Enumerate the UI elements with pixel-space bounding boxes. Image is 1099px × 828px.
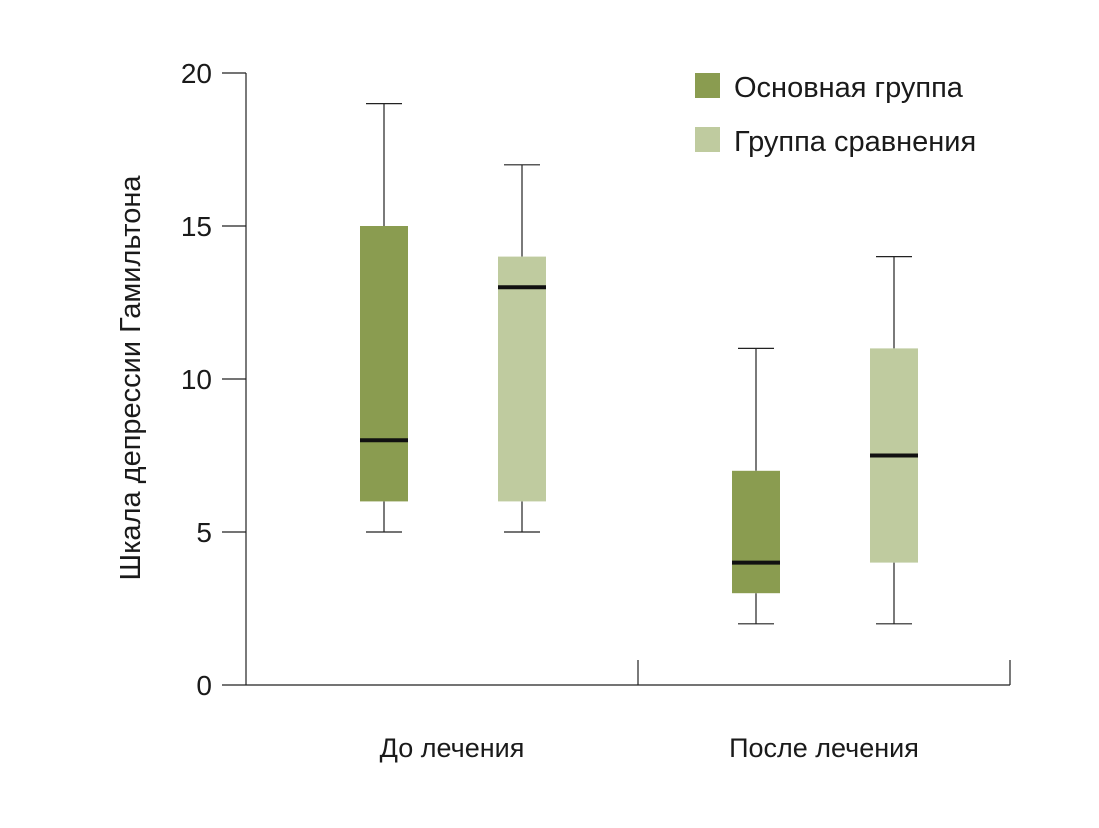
y-tick-label: 20 (181, 58, 212, 89)
iqr-box (498, 256, 546, 502)
y-tick-label: 15 (181, 211, 212, 242)
legend-swatch-main (695, 73, 720, 98)
legend-swatch-comparison (695, 127, 720, 152)
box-main-0 (360, 102, 408, 533)
legend-label-comparison: Группа сравнения (734, 126, 976, 158)
x-category-label-0: До лечения (380, 733, 525, 763)
axes: 0 5 10 15 20 (181, 58, 1011, 701)
y-tick-label: 10 (181, 364, 212, 395)
x-category-label-1: После лечения (729, 733, 919, 763)
box-comparison-0 (498, 164, 546, 533)
y-tick-label: 0 (196, 670, 212, 701)
box-main-1 (732, 347, 780, 625)
box-comparison-1 (870, 256, 918, 625)
legend: Основная группа Группа сравнения (695, 72, 976, 158)
boxes (360, 102, 918, 625)
legend-label-main: Основная группа (734, 72, 964, 104)
y-tick-label: 5 (196, 517, 212, 548)
iqr-box (360, 226, 408, 502)
iqr-box (732, 470, 780, 594)
y-axis-label: Шкала депрессии Гамильтона (115, 175, 147, 581)
